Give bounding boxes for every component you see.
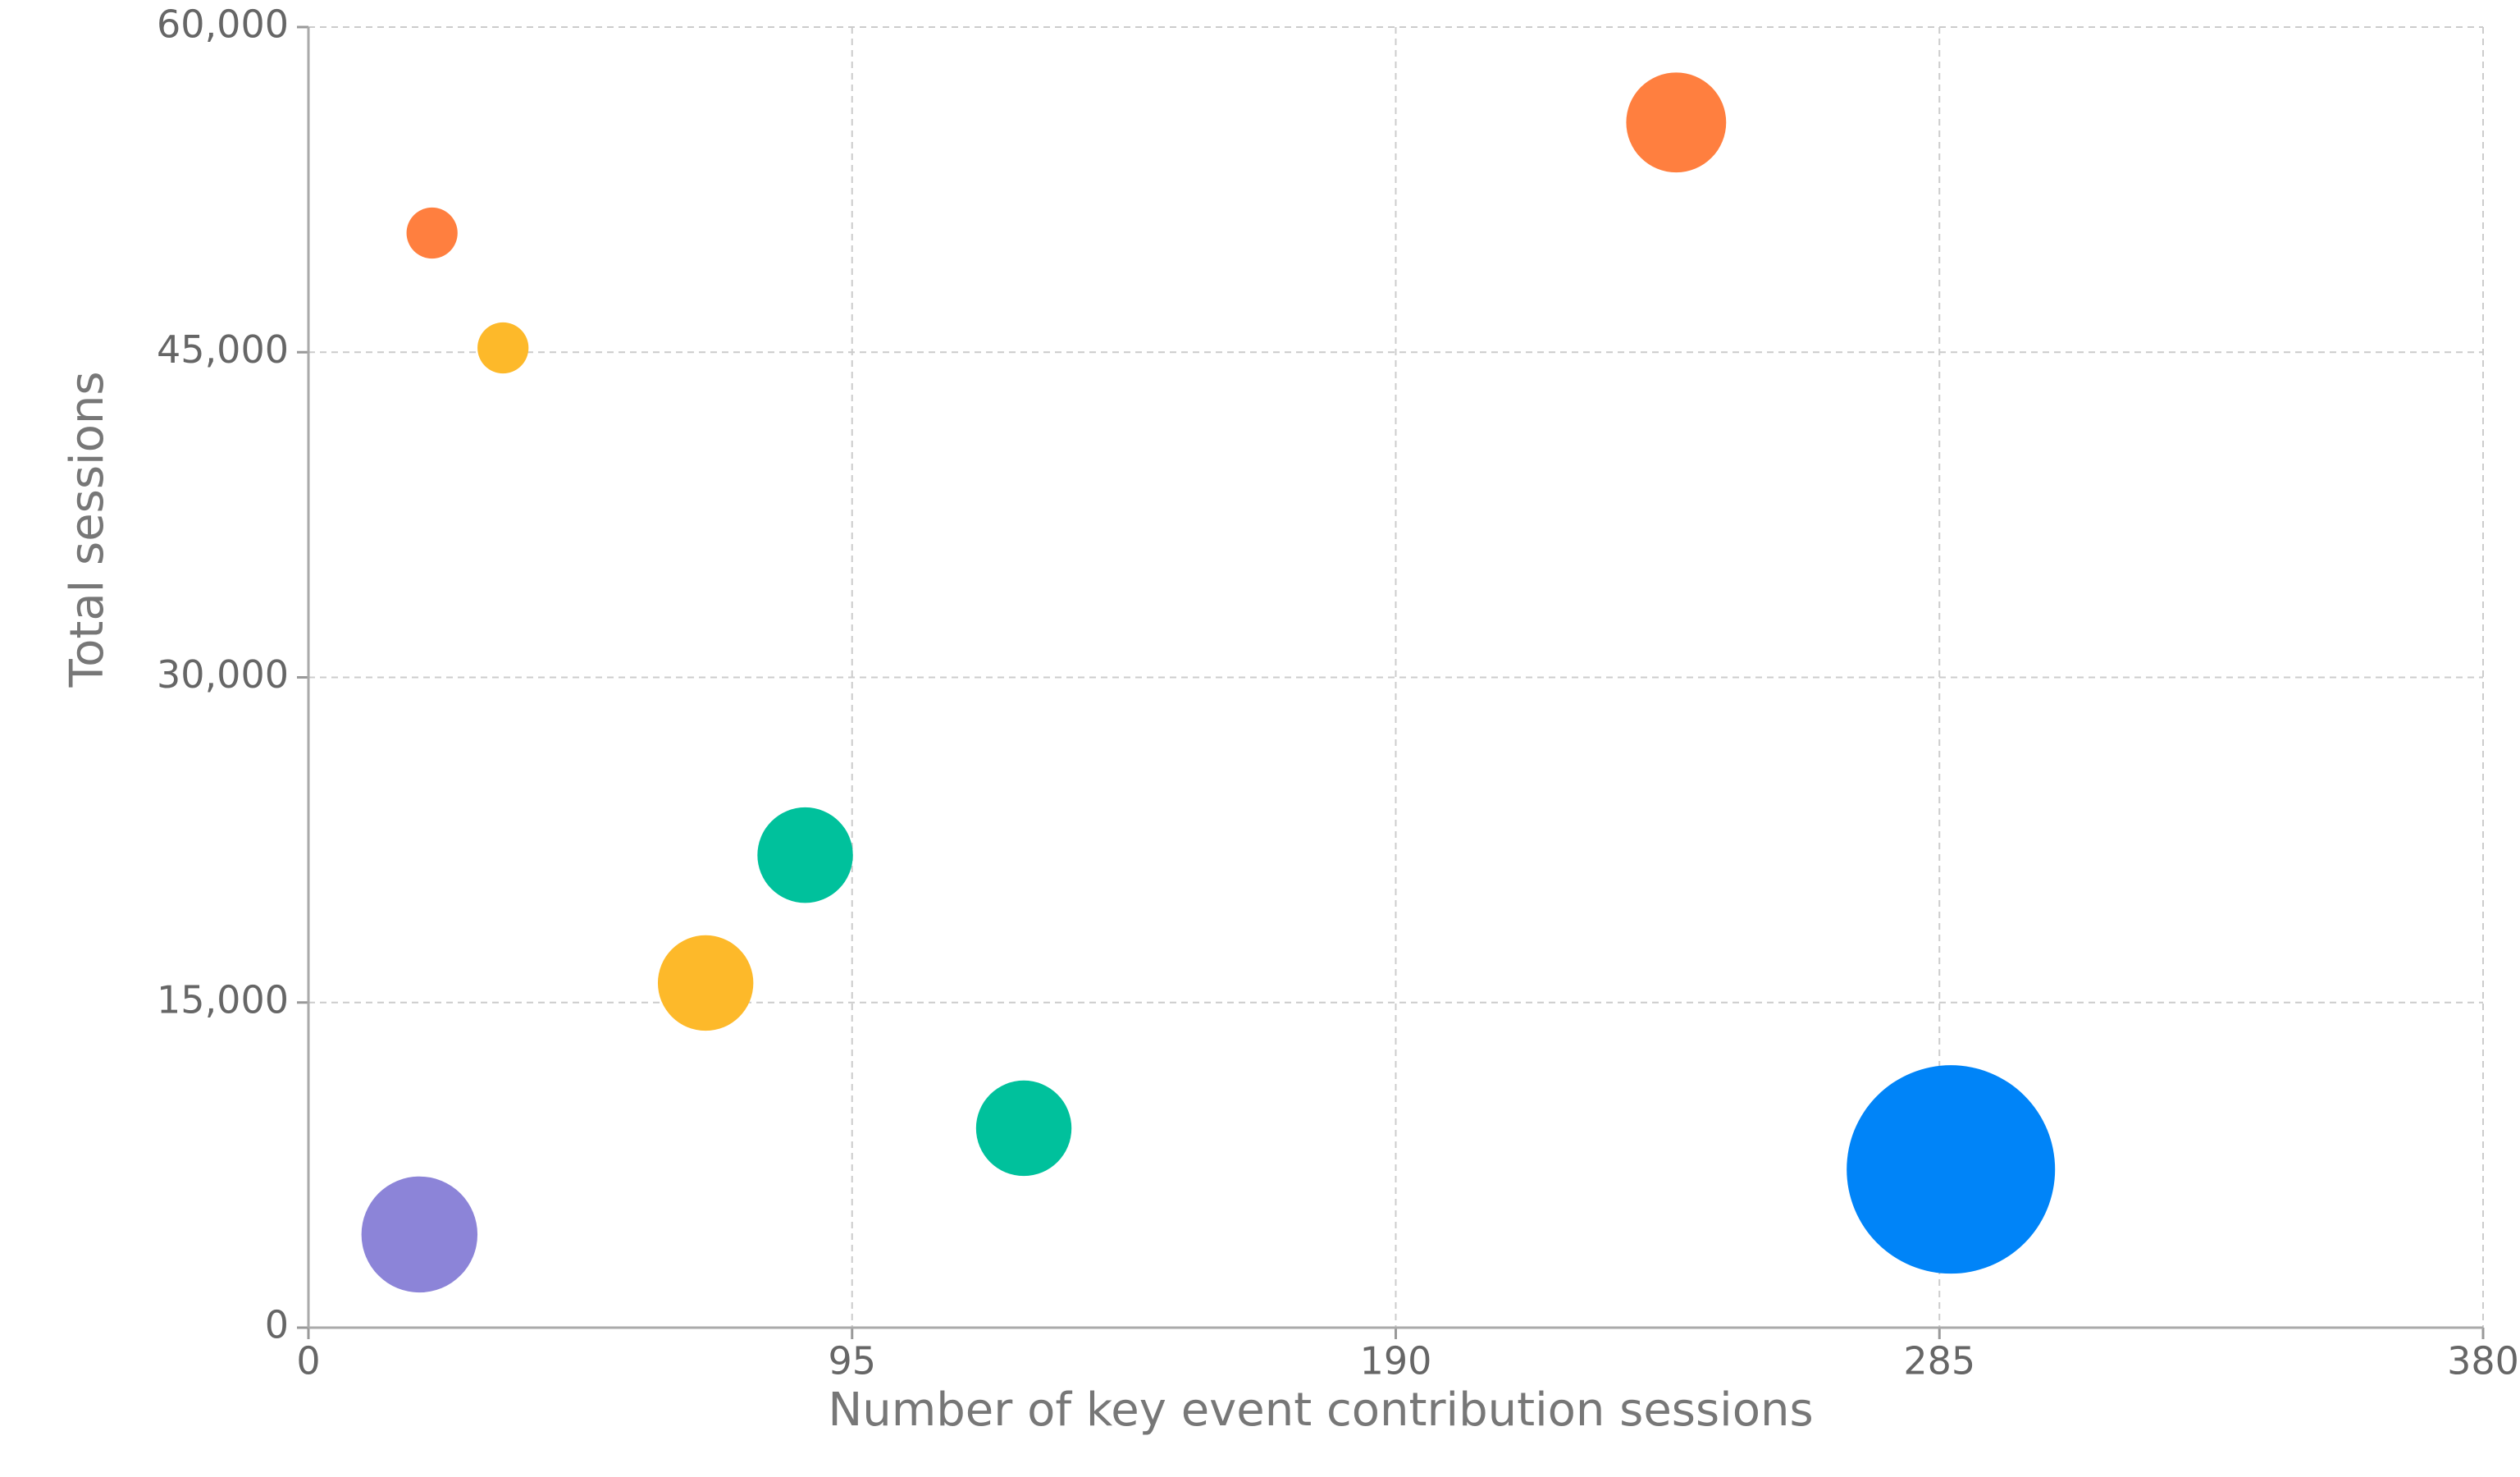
x-tick-label: 0 xyxy=(296,1339,320,1383)
x-tick-label: 285 xyxy=(1903,1339,1975,1383)
x-tick-label: 380 xyxy=(2447,1339,2519,1383)
y-tick-label: 60,000 xyxy=(157,2,289,47)
y-tick-label: 30,000 xyxy=(157,652,289,697)
x-axis-title: Number of key event contribution session… xyxy=(828,1383,1813,1437)
y-tick-label: 15,000 xyxy=(157,977,289,1022)
bubble xyxy=(757,807,853,903)
bubble xyxy=(975,1080,1072,1177)
bubble xyxy=(1626,72,1727,173)
y-tick-label: 0 xyxy=(265,1303,289,1347)
bubble xyxy=(1847,1065,2056,1274)
x-tick-label: 95 xyxy=(828,1339,876,1383)
bubble xyxy=(361,1176,478,1293)
bubble xyxy=(477,322,529,374)
x-tick-label: 190 xyxy=(1360,1339,1432,1383)
bubble xyxy=(406,207,458,259)
y-axis-title: Total sessions xyxy=(61,371,114,688)
y-tick-label: 45,000 xyxy=(157,327,289,372)
bubble xyxy=(657,935,754,1031)
